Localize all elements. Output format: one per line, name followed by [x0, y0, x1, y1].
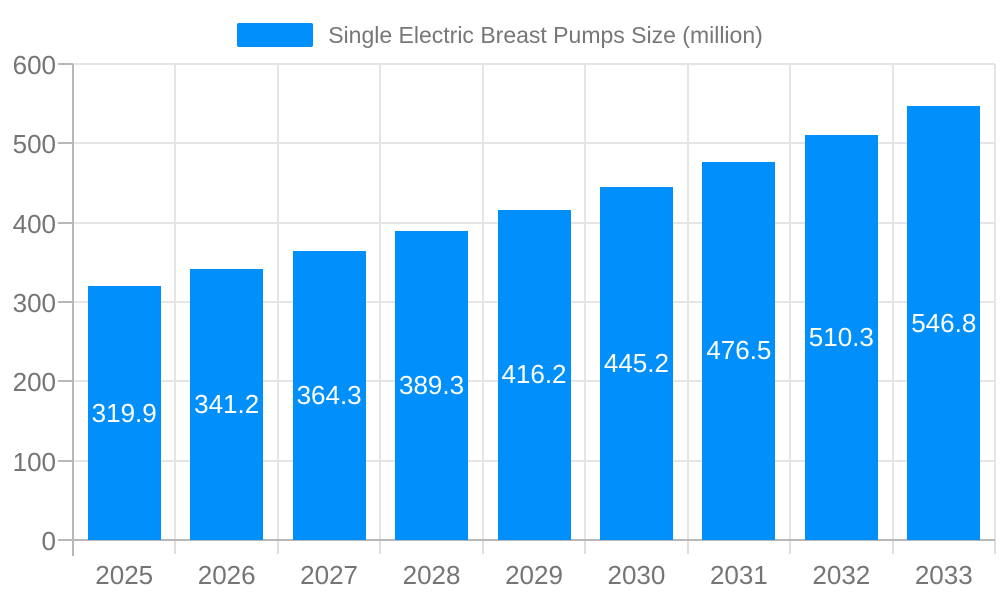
x-axis-tick — [789, 540, 792, 554]
x-axis-tick — [174, 540, 177, 554]
x-axis-tick — [891, 540, 894, 554]
bar[interactable]: 445.2 — [599, 186, 673, 540]
v-gridline — [174, 64, 177, 540]
y-axis-label: 100 — [12, 446, 56, 477]
x-axis-label: 2032 — [812, 560, 871, 590]
y-axis-label: 500 — [12, 129, 56, 160]
bar[interactable]: 546.8 — [907, 106, 981, 540]
x-axis-label: 2025 — [95, 560, 154, 590]
legend-label: Single Electric Breast Pumps Size (milli… — [328, 21, 763, 48]
bar[interactable]: 476.5 — [702, 161, 776, 540]
x-axis-line — [73, 539, 995, 541]
v-gridline — [276, 64, 279, 540]
y-axis-tick — [58, 142, 73, 145]
bar-value-label: 416.2 — [501, 359, 567, 390]
bar-value-label: 445.2 — [603, 347, 669, 378]
y-axis-tick — [58, 63, 73, 65]
bar-value-label: 364.3 — [296, 379, 362, 410]
bar-value-label: 389.3 — [399, 370, 465, 401]
x-axis-tick — [481, 540, 484, 554]
x-axis-tick — [584, 540, 587, 554]
h-gridline — [73, 142, 995, 145]
h-gridline — [73, 63, 995, 65]
y-axis-tick — [58, 301, 73, 303]
x-axis-label: 2028 — [402, 560, 461, 590]
v-gridline — [481, 64, 484, 540]
bar-value-label: 510.3 — [808, 322, 874, 353]
bar[interactable]: 389.3 — [395, 231, 469, 540]
legend[interactable]: Single Electric Breast Pumps Size (milli… — [0, 20, 1000, 50]
x-axis-tick — [686, 540, 689, 554]
bar-value-label: 341.2 — [194, 389, 260, 420]
x-axis-label: 2029 — [505, 560, 563, 590]
v-gridline — [379, 64, 382, 540]
y-axis-label: 200 — [12, 367, 56, 398]
v-gridline — [584, 64, 587, 540]
y-axis-label: 300 — [12, 288, 56, 318]
y-axis-label: 0 — [41, 526, 56, 556]
x-axis-label: 2030 — [607, 560, 666, 590]
y-axis-tick — [58, 459, 73, 462]
bar[interactable]: 510.3 — [804, 135, 878, 540]
x-axis-label: 2031 — [709, 560, 768, 590]
v-gridline — [994, 64, 996, 540]
v-gridline — [686, 64, 689, 540]
bar-value-label: 319.9 — [91, 397, 157, 428]
y-axis-tick — [58, 380, 73, 383]
bar[interactable]: 319.9 — [87, 286, 161, 540]
y-axis-tick — [58, 539, 73, 541]
bar[interactable]: 341.2 — [190, 269, 264, 540]
x-axis-label: 2027 — [300, 560, 359, 590]
x-axis-tick — [276, 540, 279, 554]
v-gridline — [789, 64, 792, 540]
x-axis-tick — [994, 540, 996, 554]
y-axis-label: 400 — [12, 208, 56, 239]
v-gridline — [891, 64, 894, 540]
bar-value-label: 546.8 — [911, 307, 977, 338]
x-axis-label: 2033 — [914, 560, 973, 590]
legend-swatch-icon — [237, 23, 314, 47]
bar-value-label: 476.5 — [706, 335, 772, 366]
y-axis-label: 600 — [12, 50, 56, 80]
y-axis-line — [72, 64, 74, 556]
bar[interactable]: 364.3 — [292, 250, 366, 540]
bar[interactable]: 416.2 — [497, 209, 571, 540]
y-axis-tick — [58, 221, 73, 224]
x-axis-tick — [379, 540, 382, 554]
x-axis-label: 2026 — [197, 560, 256, 590]
